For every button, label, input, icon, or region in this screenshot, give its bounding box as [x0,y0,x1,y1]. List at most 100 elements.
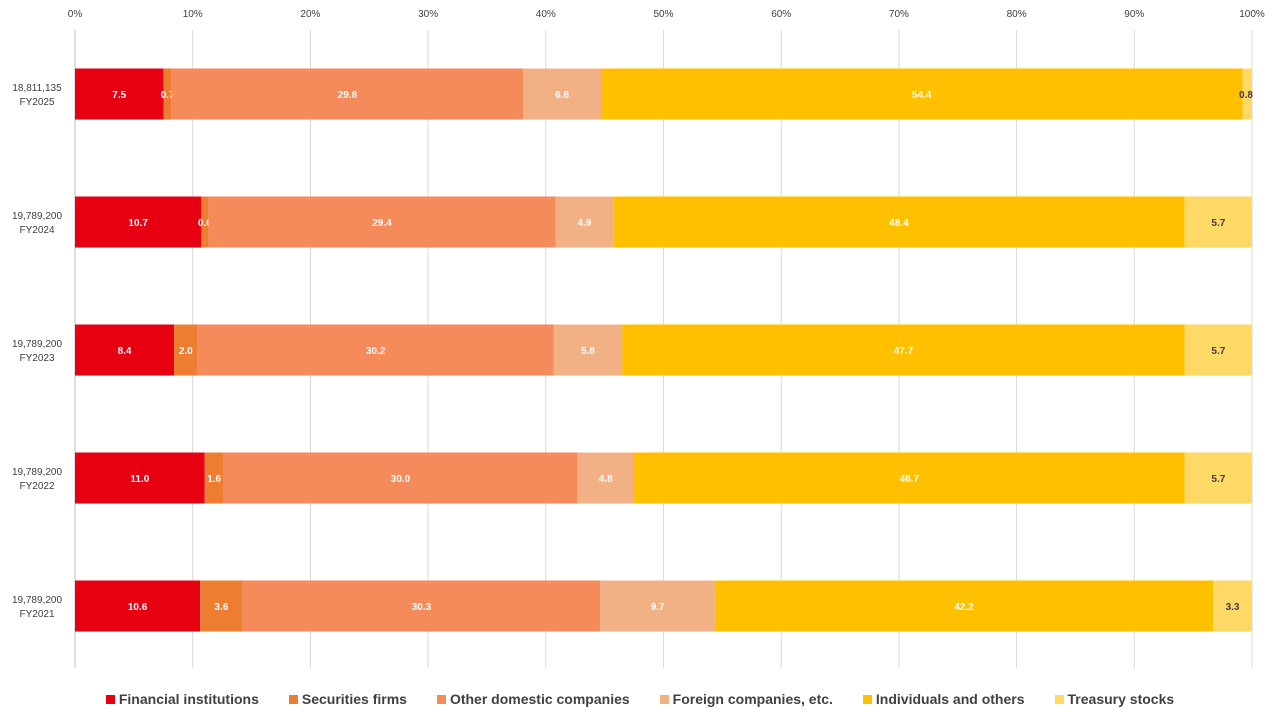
bar-segment [577,452,635,504]
data-label: 6.6 [555,90,569,101]
bar-segment [1184,324,1252,376]
bar-segment [75,68,164,120]
data-label: 8.4 [118,346,132,357]
category-label: 19,789,200 [12,467,62,478]
legend-item: Financial institutions [105,691,259,707]
x-tick-label: 30% [418,9,438,20]
data-label: 1.6 [207,474,221,485]
bar-segment [1213,580,1252,632]
data-label: 2.0 [179,346,193,357]
legend-label: Securities firms [301,691,407,707]
legend-label: Foreign companies, etc. [672,691,833,707]
x-tick-label: 10% [183,9,203,20]
bar-segment [622,324,1185,376]
bar-segment [163,68,172,120]
category-label: FY2025 [19,97,54,108]
data-label: 4.8 [599,474,613,485]
bar-segment [200,580,243,632]
x-tick-label: 80% [1007,9,1027,20]
data-label: 3.3 [1226,602,1240,613]
bar-segment [1184,196,1252,248]
bar-segment [75,324,175,376]
bar-segment [613,196,1185,248]
bar-segment [1242,68,1252,120]
legend-item: Treasury stocks [1054,691,1175,707]
x-tick-label: 50% [653,9,673,20]
data-label: 5.7 [1211,218,1225,229]
data-label: 0.7 [161,90,175,101]
category-label: 18,811,135 [12,83,62,94]
x-tick-label: 20% [300,9,320,20]
legend-item: Foreign companies, etc. [659,691,833,707]
data-label: 10.6 [128,602,148,613]
bar-segment [208,196,556,248]
bar-segment [75,196,202,248]
category-label: FY2024 [19,225,54,236]
bar-segment [714,580,1214,632]
bar-segment [223,452,578,504]
legend-swatch [288,694,298,704]
data-label: 11.0 [130,474,149,485]
data-label: 5.8 [581,346,595,357]
data-label: 48.4 [889,218,909,229]
bar-segment [555,196,614,248]
legend-swatch [1054,694,1064,704]
x-tick-label: 70% [889,9,909,20]
x-tick-label: 60% [771,9,791,20]
legend-item: Individuals and others [862,691,1025,707]
x-tick-label: 100% [1239,9,1265,20]
bar-segment [201,196,209,248]
data-label: 0.6 [198,218,212,229]
bar-segment [171,68,524,120]
category-label: FY2023 [19,353,54,364]
category-label: 19,789,200 [12,595,62,606]
legend-label: Individuals and others [875,691,1025,707]
legend-label: Other domestic companies [449,691,630,707]
category-label: FY2021 [19,609,54,620]
x-tick-label: 40% [536,9,556,20]
data-label: 5.7 [1211,346,1225,357]
data-label: 3.6 [214,602,228,613]
data-label: 30.0 [391,474,411,485]
data-label: 4.9 [577,218,591,229]
data-label: 29.8 [338,90,358,101]
bar-segment [523,68,601,120]
x-tick-label: 90% [1124,9,1144,20]
bar-segment [242,580,601,632]
data-label: 46.7 [900,474,920,485]
data-label: 0.8 [1239,90,1253,101]
bar-segment [75,580,201,632]
bar-segment [204,452,224,504]
bar-segment [634,452,1185,504]
legend-label: Financial institutions [118,691,259,707]
data-label: 54.4 [912,90,932,101]
category-label: 19,789,200 [12,211,62,222]
legend-item: Other domestic companies [436,691,630,707]
data-label: 5.7 [1211,474,1225,485]
data-label: 30.3 [412,602,432,613]
category-label: FY2022 [19,481,54,492]
legend-swatch [105,694,115,704]
bar-segment [75,452,205,504]
stacked-bar-chart: 0% 10% 20% 30% 40% 50% 60% 70% 80% 90% 100% 18,811,… [12,9,1265,668]
bar-segment [174,324,198,376]
data-label: 10.7 [128,218,148,229]
data-label: 29.4 [372,218,392,229]
legend-swatch [862,694,872,704]
category-label: 19,789,200 [12,339,62,350]
data-label: 30.2 [366,346,386,357]
bar-segment [1184,452,1252,504]
legend-label: Treasury stocks [1067,691,1175,707]
data-label: 47.7 [894,346,914,357]
chart-legend: Financial institutions Securities firms Ot… [0,689,1280,709]
legend-swatch [659,694,669,704]
data-label: 9.7 [651,602,665,613]
bar-segment [553,324,623,376]
data-label: 42.2 [954,602,974,613]
bar-segment [600,580,715,632]
bar-segment [197,324,554,376]
x-tick-label: 0% [68,9,83,20]
legend-swatch [436,694,446,704]
data-label: 7.5 [112,90,126,101]
legend-item: Securities firms [288,691,407,707]
